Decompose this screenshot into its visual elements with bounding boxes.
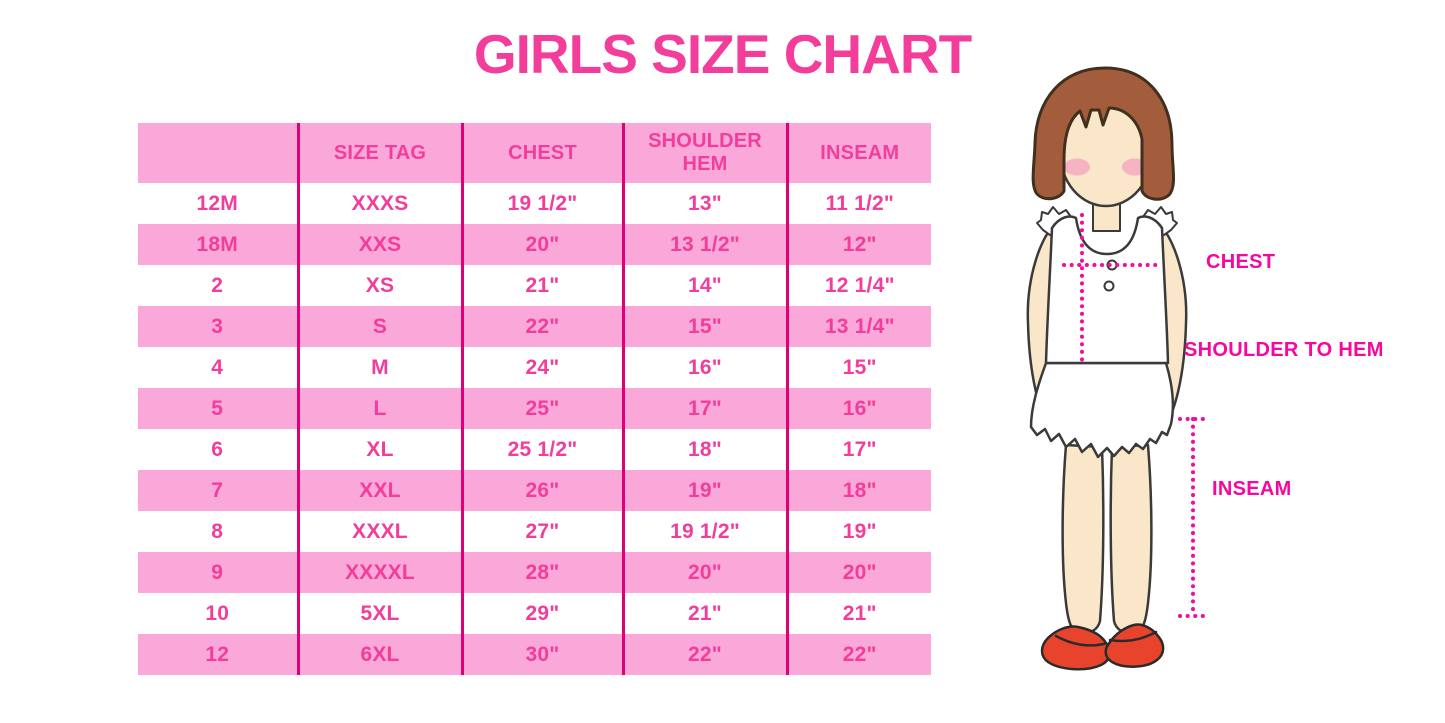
table-row: 18M XXS 20" 13 1/2" 12" xyxy=(138,224,931,265)
shoulder-hem-cell: 15" xyxy=(621,306,787,347)
shoulder-hem-cell: 13" xyxy=(621,183,787,224)
header-cell-size xyxy=(138,123,298,183)
chest-cell: 20" xyxy=(460,224,623,265)
size-tag-cell: XS xyxy=(296,265,462,306)
header-cell-chest: CHEST xyxy=(460,123,623,183)
shoulder-hem-cell: 19 1/2" xyxy=(621,511,787,552)
inseam-cell: 21" xyxy=(785,593,931,634)
size-tag-cell: L xyxy=(296,388,462,429)
chest-cell: 21" xyxy=(460,265,623,306)
size-tag-cell: 6XL xyxy=(296,634,462,675)
size-cell: 9 xyxy=(211,560,224,584)
table-row: 9 XXXXL 28" 20" 20" xyxy=(138,552,931,593)
shoulder-hem-cell: 20" xyxy=(621,552,787,593)
size-cell: 12M xyxy=(196,191,238,215)
chest-cell: 26" xyxy=(460,470,623,511)
table-row: 2 XS 21" 14" 12 1/4" xyxy=(138,265,931,306)
shoulder-hem-cell: 18" xyxy=(621,429,787,470)
top-button-2 xyxy=(1103,280,1115,292)
right-shoe xyxy=(1104,623,1165,668)
chest-cell: 28" xyxy=(460,552,623,593)
chest-cell: 30" xyxy=(460,634,623,675)
header-cell-inseam: INSEAM xyxy=(785,123,931,183)
size-tag-cell: M xyxy=(296,347,462,388)
header-cell-size-tag: SIZE TAG xyxy=(296,123,462,183)
size-tag-cell: XXXL xyxy=(296,511,462,552)
size-cell: 2 xyxy=(211,273,224,297)
blush-left xyxy=(1064,158,1090,176)
table-row: 12M XXXS 19 1/2" 13" 11 1/2" xyxy=(138,183,931,224)
inseam-cell: 19" xyxy=(785,511,931,552)
inseam-cell: 13 1/4" xyxy=(785,306,931,347)
shoulder-hem-cell: 17" xyxy=(621,388,787,429)
inseam-cell: 16" xyxy=(785,388,931,429)
size-cell: 6 xyxy=(211,437,224,461)
size-cell: 7 xyxy=(211,478,224,502)
shoulder-hem-cell: 13 1/2" xyxy=(621,224,787,265)
table-row: 8 XXXL 27" 19 1/2" 19" xyxy=(138,511,931,552)
size-cell: 8 xyxy=(211,519,224,543)
size-cell: 18M xyxy=(196,232,238,256)
size-cell: 5 xyxy=(211,396,224,420)
table-row: 5 L 25" 17" 16" xyxy=(138,388,931,429)
inseam-cell: 15" xyxy=(785,347,931,388)
table-row: 3 S 22" 15" 13 1/4" xyxy=(138,306,931,347)
size-table: SIZE TAG CHEST SHOULDER HEM INSEAM 12M X… xyxy=(138,123,931,675)
table-row: 6 XL 25 1/2" 18" 17" xyxy=(138,429,931,470)
size-tag-cell: XXS xyxy=(296,224,462,265)
inseam-cell: 17" xyxy=(785,429,931,470)
page-title: GIRLS SIZE CHART xyxy=(473,23,972,85)
header-cell-shoulder-hem: SHOULDER HEM xyxy=(621,123,787,183)
chest-label: CHEST xyxy=(1206,251,1276,273)
size-cell: 10 xyxy=(205,601,230,625)
size-cell: 12 xyxy=(205,642,230,666)
shoulder-to-hem-label: SHOULDER TO HEM xyxy=(1184,339,1384,361)
inseam-cell: 12 1/4" xyxy=(785,265,931,306)
size-tag-cell: 5XL xyxy=(296,593,462,634)
size-tag-cell: S xyxy=(296,306,462,347)
right-leg xyxy=(1109,443,1153,635)
inseam-cell: 22" xyxy=(785,634,931,675)
table-row: 7 XXL 26" 19" 18" xyxy=(138,470,931,511)
table-row: 10 5XL 29" 21" 21" xyxy=(138,593,931,634)
table-header-row: SIZE TAG CHEST SHOULDER HEM INSEAM xyxy=(138,123,931,183)
size-cell: 4 xyxy=(211,355,224,379)
table-row: 12 6XL 30" 22" 22" xyxy=(138,634,931,675)
inseam-cell: 11 1/2" xyxy=(785,183,931,224)
skirt xyxy=(1029,361,1175,459)
chest-cell: 19 1/2" xyxy=(460,183,623,224)
inseam-cell: 20" xyxy=(785,552,931,593)
hair xyxy=(1031,66,1175,201)
inseam-cell: 12" xyxy=(785,224,931,265)
left-shoe-strap xyxy=(1054,634,1106,647)
left-leg xyxy=(1061,443,1105,635)
shoulder-hem-cell: 19" xyxy=(621,470,787,511)
shoulder-hem-cell: 14" xyxy=(621,265,787,306)
girl-measurement-illustration xyxy=(1026,66,1207,671)
inseam-label: INSEAM xyxy=(1212,478,1292,500)
inseam-cell: 18" xyxy=(785,470,931,511)
shoulder-hem-cell: 22" xyxy=(621,634,787,675)
size-tag-cell: XL xyxy=(296,429,462,470)
shoulder-hem-cell: 16" xyxy=(621,347,787,388)
size-tag-cell: XXXS xyxy=(296,183,462,224)
chest-cell: 25" xyxy=(460,388,623,429)
size-cell: 3 xyxy=(211,314,224,338)
chest-cell: 22" xyxy=(460,306,623,347)
chest-cell: 27" xyxy=(460,511,623,552)
shoulder-hem-cell: 21" xyxy=(621,593,787,634)
chest-cell: 25 1/2" xyxy=(460,429,623,470)
chest-cell: 24" xyxy=(460,347,623,388)
size-tag-cell: XXXXL xyxy=(296,552,462,593)
chest-cell: 29" xyxy=(460,593,623,634)
left-shoe xyxy=(1040,625,1111,671)
table-row: 4 M 24" 16" 15" xyxy=(138,347,931,388)
right-shoe-strap xyxy=(1108,630,1158,643)
size-tag-cell: XXL xyxy=(296,470,462,511)
